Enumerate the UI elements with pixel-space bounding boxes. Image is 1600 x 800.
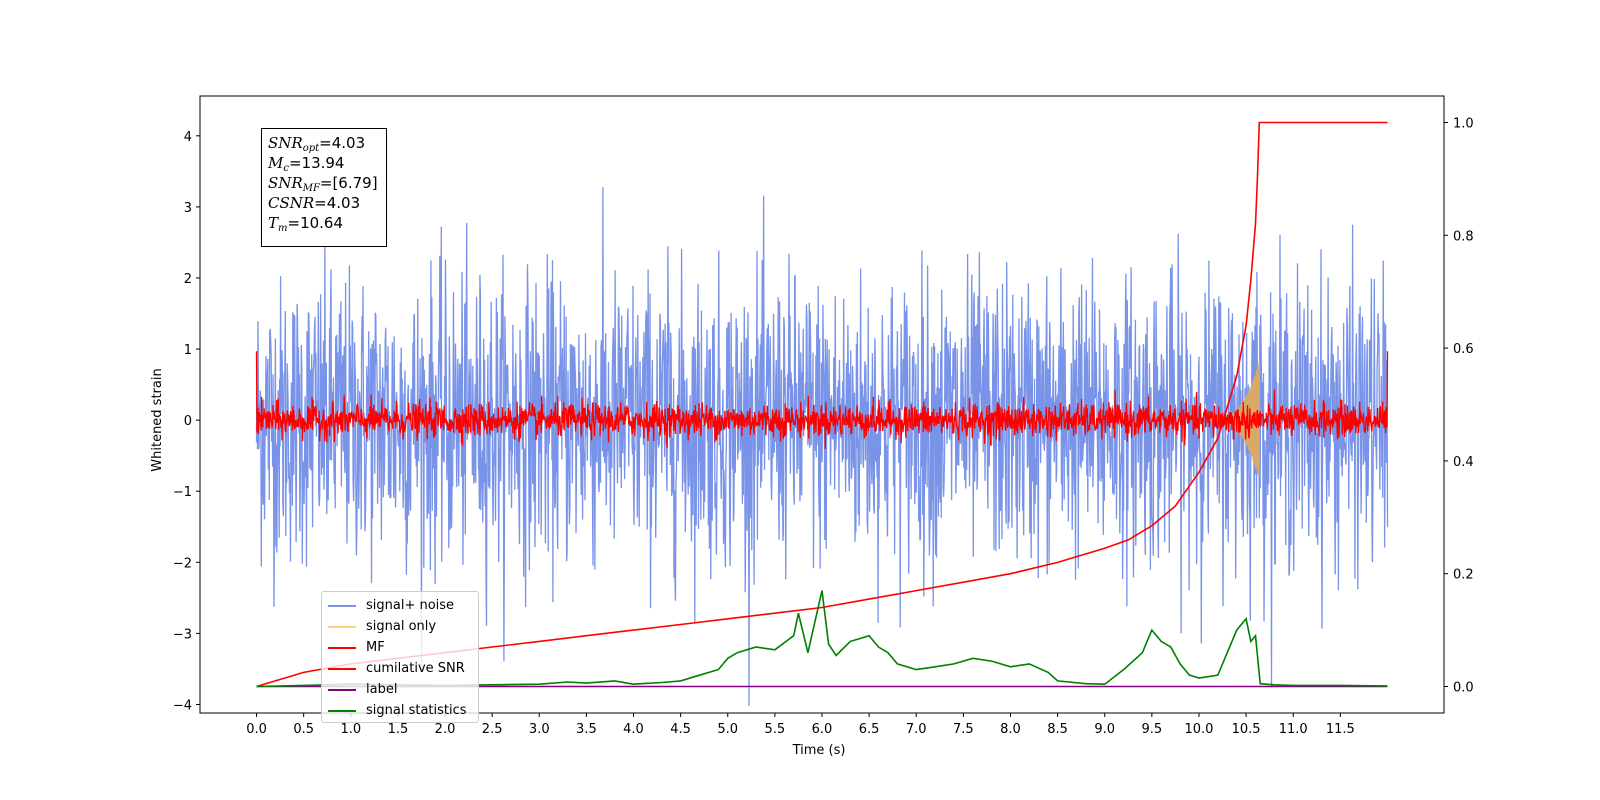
legend-swatch	[328, 625, 356, 628]
x-tick-label: 8.0	[1000, 722, 1021, 737]
y-tick-label: 2	[184, 272, 192, 287]
legend-item-signal-statistics: signal statistics	[328, 700, 478, 721]
annotation-box: SNRopt=4.03 Mc=13.94 SNRMF=[6.79] CSNR=4…	[261, 128, 387, 247]
x-tick-label: 0.0	[246, 722, 267, 737]
x-tick-label: 6.5	[859, 722, 880, 737]
x-tick-label: 9.5	[1142, 722, 1163, 737]
y-tick-label: −1	[173, 485, 192, 500]
annotation-tm: Tm=10.64	[268, 214, 344, 234]
x-tick-label: 7.5	[953, 722, 974, 737]
x-tick-label: 3.5	[576, 722, 597, 737]
annotation-mc: Mc=13.94	[268, 154, 345, 174]
y-tick-label: 0	[184, 414, 192, 429]
x-tick-label: 10.0	[1184, 722, 1213, 737]
x-tick-label: 8.5	[1047, 722, 1068, 737]
x-tick-label: 4.5	[670, 722, 691, 737]
y2-tick-label: 0.4	[1453, 455, 1474, 470]
y-tick-label: 1	[184, 343, 192, 358]
y-tick-label: 3	[184, 201, 192, 216]
y2-tick-label: 0.0	[1453, 680, 1474, 695]
noise-layer	[255, 187, 1389, 707]
x-tick-label: 7.0	[906, 722, 927, 737]
legend-swatch	[328, 667, 356, 670]
series-mf	[255, 351, 1389, 450]
y-axis-right: 1.0 0.8 0.6 0.4 0.2 0.0	[1444, 117, 1474, 695]
x-tick-label: 1.0	[340, 722, 361, 737]
y-axis-label: Whitened strain	[150, 368, 165, 471]
x-tick-label: 9.0	[1094, 722, 1115, 737]
x-axis: 0.0 0.5 1.0 1.5 2.0 2.5 3.0 3.5 4.0 4.5 5.0 5.5 6.0 6…	[246, 713, 1355, 737]
y2-tick-label: 0.8	[1453, 229, 1474, 244]
legend-swatch	[328, 646, 356, 649]
x-tick-label: 10.5	[1232, 722, 1261, 737]
y-tick-label: 4	[184, 130, 192, 145]
y2-tick-label: 1.0	[1453, 117, 1474, 132]
y-tick-label: −2	[173, 556, 192, 571]
legend: signal+ noise signal only MF cumilative …	[321, 591, 479, 723]
legend-swatch	[328, 688, 356, 691]
series-cumulative-snr	[256, 121, 1388, 688]
legend-item-mf: MF	[328, 637, 478, 658]
legend-item-signal-noise: signal+ noise	[328, 595, 478, 616]
series-signal-noise	[255, 187, 1389, 707]
x-tick-label: 0.5	[293, 722, 314, 737]
legend-item-label: label	[328, 679, 478, 700]
x-tick-label: 5.5	[765, 722, 786, 737]
legend-item-cumulative-snr: cumilative SNR	[328, 658, 478, 679]
x-axis-label: Time (s)	[792, 743, 846, 758]
legend-swatch	[328, 604, 356, 607]
legend-swatch	[328, 709, 356, 712]
x-tick-label: 3.0	[529, 722, 550, 737]
series-layer	[255, 121, 1389, 688]
x-tick-label: 6.0	[812, 722, 833, 737]
y-axis-left: 4 3 2 1 0 −1 −2 −3 −4	[173, 130, 200, 713]
x-tick-label: 4.0	[623, 722, 644, 737]
y2-tick-label: 0.6	[1453, 342, 1474, 357]
x-tick-label: 2.0	[435, 722, 456, 737]
legend-item-signal-only: signal only	[328, 616, 478, 637]
annotation-csnr: CSNR=4.03	[268, 194, 361, 212]
x-tick-label: 1.5	[388, 722, 409, 737]
annotation-snr-mf: SNRMF=[6.79]	[268, 174, 378, 194]
y-tick-label: −4	[173, 698, 192, 713]
annotation-snr-opt: SNRopt=4.03	[268, 134, 366, 154]
series-signal-statistics	[256, 590, 1388, 688]
y2-tick-label: 0.2	[1453, 568, 1474, 583]
x-tick-label: 2.5	[482, 722, 503, 737]
y-tick-label: −3	[173, 627, 192, 642]
x-tick-label: 5.0	[717, 722, 738, 737]
x-tick-label: 11.0	[1279, 722, 1308, 737]
x-tick-label: 11.5	[1326, 722, 1355, 737]
